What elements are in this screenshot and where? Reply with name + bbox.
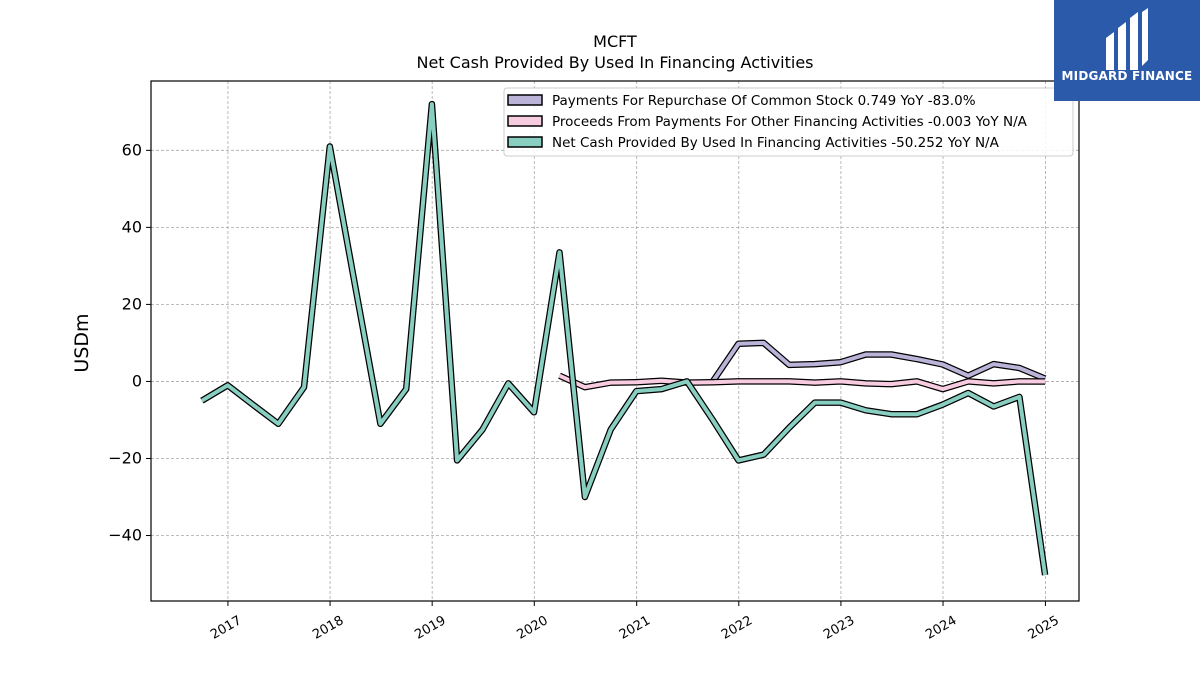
legend-item: Net Cash Provided By Used In Financing A…	[507, 135, 1000, 151]
series-line	[200, 102, 1048, 576]
y-tick-label: 40	[122, 217, 142, 236]
legend-label: Net Cash Provided By Used In Financing A…	[552, 135, 1000, 151]
y-axis-label: USDm	[71, 313, 93, 372]
y-tick-label: −40	[108, 526, 142, 545]
chart-subtitle: Net Cash Provided By Used In Financing A…	[416, 53, 813, 72]
legend-swatch	[507, 94, 543, 106]
grid-lines	[151, 81, 1079, 601]
legend-swatch	[507, 136, 543, 148]
legend-item: Payments For Repurchase Of Common Stock …	[507, 93, 976, 109]
legend-item: Proceeds From Payments For Other Financi…	[507, 114, 1028, 130]
y-tick-label: −20	[108, 448, 142, 467]
plot-frame	[150, 80, 1080, 602]
y-tick-label: 20	[122, 294, 142, 313]
y-tick-label: 60	[122, 140, 142, 159]
y-axis: −40 −20 0 20 40 60	[108, 140, 151, 545]
brand-logo-mark	[1054, 0, 1200, 101]
series-net-cash-provided-by-used-in-financing-activities	[200, 100, 1049, 576]
series-layer	[200, 100, 1049, 576]
y-tick-label: 0	[132, 371, 142, 390]
legend-label: Proceeds From Payments For Other Financi…	[552, 114, 1028, 130]
brand-name: MIDGARD FINANCE	[1061, 69, 1193, 83]
legend-swatch	[507, 115, 543, 127]
legend: Payments For Repurchase Of Common Stock …	[503, 87, 1074, 157]
series-line	[558, 373, 1046, 392]
legend-box	[503, 87, 1074, 157]
legend-label: Payments For Repurchase Of Common Stock …	[552, 93, 976, 109]
series-line	[711, 340, 1046, 383]
series-proceeds-from-payments-for-other-financing-activities	[558, 372, 1046, 393]
series-payments-for-repurchase-of-common-stock	[710, 339, 1047, 384]
chart-title: MCFT	[593, 32, 637, 51]
brand-logo: MIDGARD FINANCE	[1054, 0, 1200, 101]
